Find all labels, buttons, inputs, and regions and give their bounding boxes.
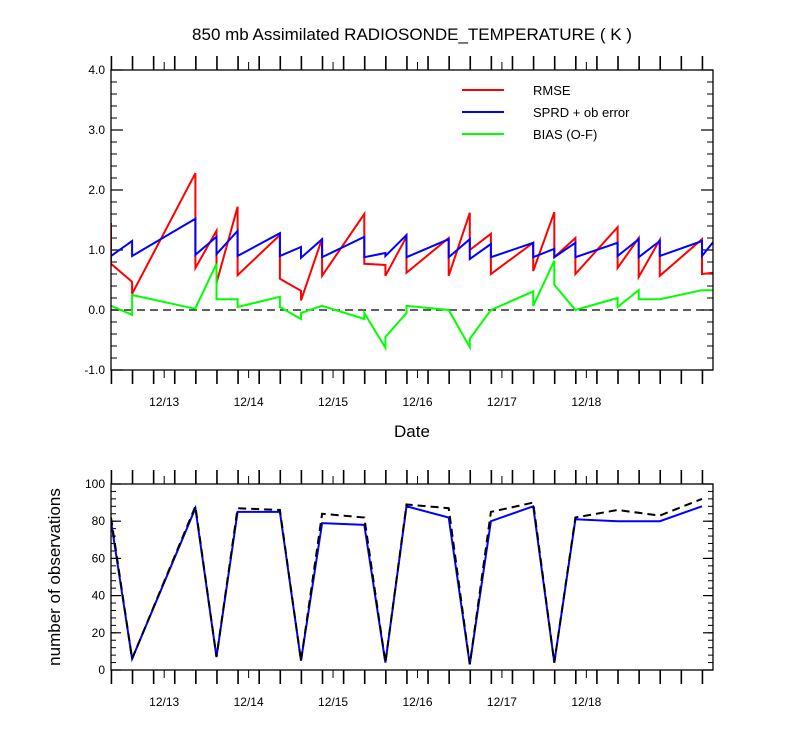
x-tick-label: 12/13 xyxy=(149,395,179,409)
x-tick-label: 12/16 xyxy=(402,695,432,709)
y-tick-label: 40 xyxy=(92,589,106,603)
x-tick-label: 12/16 xyxy=(402,395,432,409)
x-tick-label: 12/18 xyxy=(571,695,601,709)
x-tick-label: 12/15 xyxy=(318,695,348,709)
y-tick-label: -1.0 xyxy=(84,363,105,377)
x-tick-label: 12/17 xyxy=(487,695,517,709)
legend-label: SPRD + ob error xyxy=(533,105,630,120)
y-tick-label: 100 xyxy=(85,477,105,491)
y-tick-label: 60 xyxy=(92,551,106,565)
x-tick-label: 12/13 xyxy=(149,695,179,709)
series-line-sprd-ob-error xyxy=(111,217,713,261)
observations-chart: 0 20 40 60 80 100 12/13 12/14 12/15 12/16 12/17 12/… xyxy=(85,470,714,709)
x-tick-label: 12/15 xyxy=(318,395,348,409)
y-tick-label: 4.0 xyxy=(88,63,105,77)
y-tick-label: 2.0 xyxy=(88,183,105,197)
series-line-rmse xyxy=(111,172,713,301)
x-tick-label: 12/17 xyxy=(487,395,517,409)
chart-title: 850 mb Assimilated RADIOSONDE_TEMPERATUR… xyxy=(192,25,632,44)
y-tick-label: 0 xyxy=(98,663,105,677)
x-axis-label: Date xyxy=(394,422,430,441)
series-line-observations-possible xyxy=(111,497,703,665)
y-axis-label: number of observations xyxy=(45,488,64,666)
plot-frame xyxy=(110,69,714,371)
y-tick-label: 80 xyxy=(92,514,106,528)
y-tick-label: 3.0 xyxy=(88,123,105,137)
series-line-bias-o-f xyxy=(111,260,713,352)
rmse-chart: -1.0 0.0 1.0 2.0 3.0 4.0 12/13 12/14 12/15 12/16 1… xyxy=(84,56,714,409)
y-tick-label: 0.0 xyxy=(88,303,105,317)
legend-label: BIAS (O-F) xyxy=(533,127,597,142)
y-tick-label: 1.0 xyxy=(88,243,105,257)
legend-label: RMSE xyxy=(533,83,571,98)
plot-frame xyxy=(110,483,714,671)
y-tick-label: 20 xyxy=(92,626,106,640)
x-tick-label: 12/14 xyxy=(234,695,264,709)
x-tick-label: 12/14 xyxy=(234,395,264,409)
x-tick-label: 12/18 xyxy=(571,395,601,409)
